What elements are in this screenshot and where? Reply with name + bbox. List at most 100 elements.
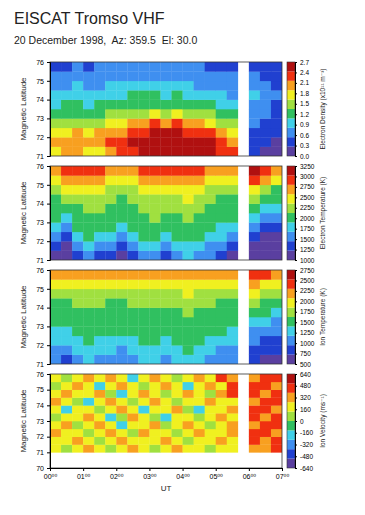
heatmap-cell: [116, 398, 127, 406]
heatmap-cell: [83, 232, 94, 242]
colorbar-segment: [287, 213, 295, 222]
heatmap-cell: [205, 413, 216, 421]
heatmap-cell: [94, 118, 105, 128]
heatmap-cell: [127, 289, 138, 299]
heatmap-cell: [105, 175, 116, 185]
axis-line: [47, 271, 51, 365]
heatmap-cell: [116, 355, 127, 364]
heatmap-cell: [194, 100, 205, 110]
tick-mark: [47, 270, 50, 271]
tick-mark: [47, 222, 50, 223]
tick-label: 2000: [300, 215, 315, 222]
tick-mark: [50, 468, 51, 471]
tick-mark: [47, 241, 50, 242]
heatmap-cell: [271, 62, 282, 72]
heatmap-cell: [172, 147, 183, 156]
heatmap-cell: [105, 118, 116, 128]
heatmap-cell: [172, 62, 183, 72]
tick: 1500: [295, 236, 315, 243]
colorbar-frame: [287, 166, 295, 260]
tick-label: 1.2: [300, 111, 309, 118]
tick-label: 2250: [300, 204, 315, 211]
heatmap-cell: [216, 317, 227, 327]
colorbar-axis: 50075010001250150017502000225025002750: [295, 267, 315, 368]
heatmap-cell: [149, 374, 160, 382]
heatmap-cell: [160, 100, 171, 110]
tick-mark: [295, 386, 297, 387]
heatmap-cell: [205, 445, 216, 453]
heatmap-cell: [61, 166, 72, 176]
tick-mark: [295, 364, 297, 365]
heatmap-cell: [83, 185, 94, 195]
heatmap-cell: [116, 279, 127, 289]
heatmap-cell: [249, 137, 260, 147]
heatmap-cell: [216, 445, 227, 453]
tick: 76: [36, 267, 50, 274]
heatmap-cell: [138, 90, 149, 100]
tick: 160: [295, 406, 311, 413]
tick-label: 0.9: [300, 121, 309, 128]
heatmap-cell: [72, 382, 83, 390]
heatmap-cell: [83, 90, 94, 100]
heatmap-cell: [72, 62, 83, 72]
heatmap-cell: [50, 405, 61, 413]
heatmap-cell: [50, 445, 61, 453]
heatmap-cell: [183, 445, 194, 453]
heatmap-cell: [127, 421, 138, 429]
heatmap-cell: [149, 109, 160, 119]
heatmap-cell: [50, 413, 61, 421]
colorbar-segment: [287, 100, 295, 109]
heatmap-cell: [72, 204, 83, 214]
heatmap-cell: [149, 270, 160, 280]
heatmap-cell: [249, 241, 260, 251]
heatmap-cell: [83, 109, 94, 119]
heatmap-cell: [160, 279, 171, 289]
heatmap-cell: [138, 175, 149, 185]
tick-label: 74: [36, 200, 44, 207]
heatmap-cell: [205, 166, 216, 176]
colorbar-segment: [287, 289, 295, 298]
heatmap-cell: [138, 279, 149, 289]
chart-page: EISCAT Tromso VHF20 December 1998, Az: 3…: [0, 0, 365, 515]
tick-label: 1.5: [300, 100, 309, 107]
colorbar-segment: [287, 90, 295, 99]
heatmap-cell: [205, 317, 216, 327]
tick-label: 76: [36, 371, 44, 378]
heatmap-cell: [260, 241, 271, 251]
heatmap-cell: [249, 398, 260, 406]
heatmap-cell: [83, 421, 94, 429]
heatmap-cell: [127, 445, 138, 453]
tick-label: 05⁰⁰: [210, 473, 224, 480]
colorbar-segment: [287, 128, 295, 137]
heatmap-cell: [194, 279, 205, 289]
plot-frame: [50, 166, 282, 260]
heatmap-cell: [116, 166, 127, 176]
heatmap-cell: [249, 270, 260, 280]
colorbar-segment: [287, 137, 295, 146]
colorbar-segment: [287, 241, 295, 250]
heatmap-cell: [172, 308, 183, 318]
heatmap-cell: [105, 204, 116, 214]
heatmap-cell: [50, 326, 61, 336]
tick: -160: [295, 429, 313, 436]
tick: 1750: [295, 308, 315, 315]
tick-label: 72: [36, 433, 44, 440]
heatmap-cell: [61, 298, 72, 308]
heatmap-cell: [205, 405, 216, 413]
heatmap-cell: [160, 175, 171, 185]
tick-label: 71: [36, 257, 44, 264]
heatmap-cell: [116, 147, 127, 156]
heatmap-cell: [61, 137, 72, 147]
heatmap-cell: [94, 308, 105, 318]
tick-mark: [295, 229, 297, 230]
heatmap-cell: [249, 382, 260, 390]
heatmap-cell: [205, 251, 216, 260]
heatmap-cell: [138, 308, 149, 318]
heatmap-cell: [61, 194, 72, 204]
heatmap-cell: [50, 90, 61, 100]
heatmap-cell: [72, 445, 83, 453]
heatmap-cell: [160, 204, 171, 214]
heatmap-cell: [172, 166, 183, 176]
heatmap-cell: [50, 166, 61, 176]
heatmap-cell: [205, 109, 216, 119]
